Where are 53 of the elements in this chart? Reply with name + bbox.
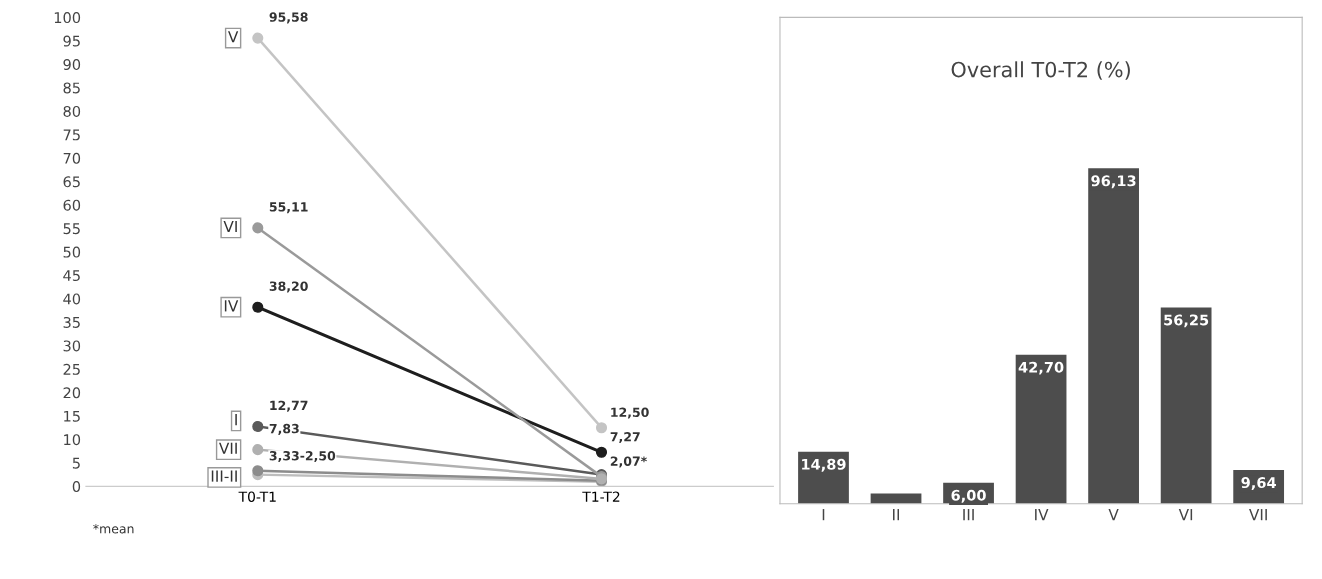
y-tick-label: 20 [63, 387, 81, 399]
y-tick-label: 5 [72, 457, 80, 469]
x-tick-label: VII [1249, 509, 1267, 521]
x-tick-label: III [963, 509, 974, 521]
annotation: 2,07* [610, 456, 647, 468]
x-tick-label: T1-T2 [582, 491, 620, 502]
annotation: 7,27 [610, 432, 640, 444]
y-tick-label: 10 [64, 434, 81, 446]
y-tick-label: 35 [63, 316, 80, 328]
annotation: 55,11 [269, 202, 308, 214]
x-tick-label: V [1108, 509, 1119, 521]
x-tick-label: IV [1035, 509, 1049, 521]
x-tick-label: I [822, 509, 825, 521]
y-tick-label: 45 [63, 270, 80, 282]
y-tick-label: 75 [63, 129, 80, 141]
annotation: 3,33-2,50 [269, 451, 336, 463]
series-label: V [228, 31, 239, 43]
y-tick-label: 100 [54, 12, 81, 24]
y-tick-label: 55 [63, 223, 80, 235]
annotation: III-II [211, 470, 237, 482]
annotation: 12,50 [611, 407, 649, 419]
y-tick-label: 0 [72, 481, 81, 493]
y-tick-label: 50 [63, 246, 81, 258]
annotation: 7,83 [269, 423, 299, 435]
text: *mean [93, 523, 134, 534]
annotation: 95,58 [269, 12, 308, 24]
series-label: IV [224, 300, 239, 312]
data-label: 42,70 [1018, 361, 1064, 375]
chart-title: Overall T0-T2 (%) [951, 61, 1130, 80]
y-tick-label: 80 [63, 105, 81, 117]
series-label: I [235, 413, 237, 426]
data-label: 56,25 [1164, 314, 1209, 328]
y-tick-label: 40 [63, 293, 81, 305]
y-tick-label: 65 [63, 176, 80, 188]
series-label: VI [223, 220, 237, 233]
x-tick-label: T0-T1 [238, 491, 276, 502]
annotation: 12,77 [270, 400, 308, 412]
y-tick-label: 85 [63, 82, 80, 94]
x-tick-label: II [893, 509, 900, 521]
y-tick-label: 15 [64, 410, 80, 422]
data-label: 14,89 [802, 458, 846, 472]
y-tick-label: 95 [63, 35, 80, 47]
series-label: VII [219, 442, 237, 454]
data-label: 6,00 [951, 489, 986, 503]
y-tick-label: 30 [63, 340, 81, 352]
data-label: 96,13 [1091, 175, 1136, 189]
data-label: 9,64 [1241, 477, 1276, 490]
y-tick-label: 25 [63, 363, 80, 375]
y-tick-label: 90 [63, 58, 81, 71]
y-tick-label: 70 [63, 152, 81, 164]
annotation: 38,20 [269, 281, 308, 293]
x-tick-label: VI [1178, 509, 1193, 521]
y-tick-label: 60 [63, 199, 81, 211]
